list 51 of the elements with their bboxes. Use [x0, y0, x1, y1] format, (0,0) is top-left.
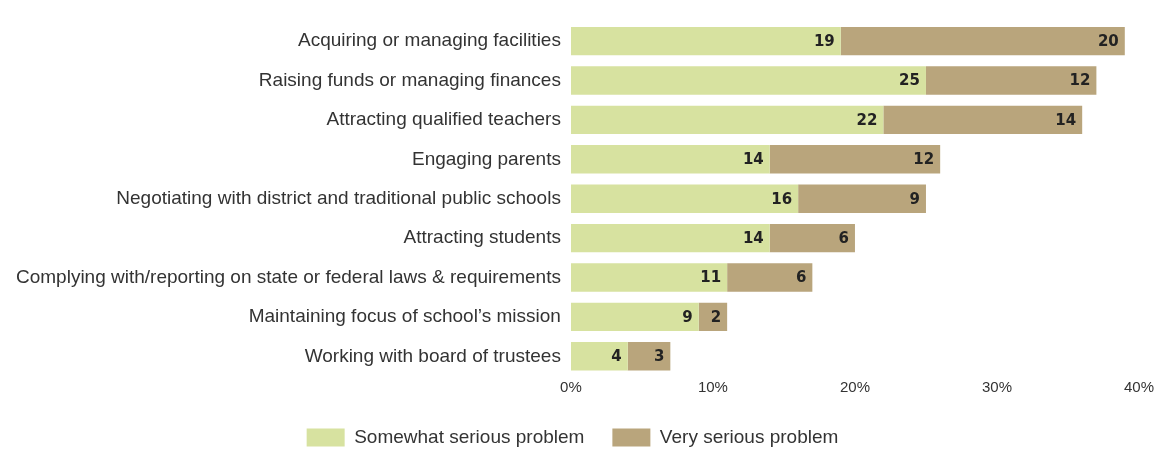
data-label: 14 — [742, 150, 764, 169]
y-tick-label: Attracting students — [403, 226, 561, 248]
bar — [883, 105, 1083, 135]
data-label: 12 — [1069, 71, 1091, 90]
y-tick-label: Working with board of trustees — [304, 344, 561, 366]
legend-label: Very serious problem — [659, 425, 839, 447]
y-tick-label: Maintaining focus of school’s mission — [248, 305, 561, 327]
bar — [570, 26, 841, 56]
bar — [570, 302, 699, 332]
bar — [769, 223, 855, 253]
bar — [769, 145, 941, 174]
data-label: 14 — [1055, 110, 1077, 129]
data-label: 4 — [611, 347, 622, 366]
bar — [570, 223, 770, 253]
data-label: 6 — [838, 228, 849, 247]
y-tick-label: Negotiating with district and traditional public schools — [116, 186, 561, 208]
bar — [925, 66, 1097, 95]
bar — [570, 66, 926, 95]
data-label: 3 — [653, 347, 665, 366]
y-tick-label: Raising funds or managing finances — [258, 68, 561, 90]
data-label: 6 — [795, 268, 807, 287]
y-tick-label: Acquiring or managing facilities — [297, 29, 561, 51]
bar — [627, 342, 671, 371]
data-label: 14 — [742, 228, 764, 247]
data-label: 12 — [913, 150, 935, 169]
bar — [727, 263, 813, 292]
bar — [570, 145, 770, 174]
data-label: 25 — [899, 71, 920, 90]
x-tick-label: 0% — [560, 378, 582, 396]
y-tick-label: Engaging parents — [411, 147, 561, 169]
bar — [570, 342, 628, 371]
data-label: 20 — [1097, 31, 1119, 50]
bar — [798, 184, 926, 213]
data-label: 11 — [700, 268, 722, 287]
data-label: 9 — [909, 189, 920, 208]
bar — [570, 263, 728, 292]
x-tick-label: 30% — [981, 378, 1012, 396]
legend-label: Somewhat serious problem — [354, 425, 585, 447]
bar — [570, 184, 799, 213]
x-tick-label: 10% — [697, 378, 728, 396]
data-label: 16 — [771, 189, 793, 208]
x-tick-label: 20% — [839, 378, 870, 396]
x-tick-label: 40% — [1123, 378, 1155, 396]
data-label: 22 — [856, 110, 878, 129]
bar — [840, 26, 1125, 56]
data-label: 2 — [710, 307, 722, 326]
y-tick-label: Attracting qualified teachers — [326, 108, 561, 130]
data-label: 9 — [682, 307, 693, 326]
data-label: 19 — [813, 31, 835, 50]
y-tick-label: Complying with/reporting on state or federal laws & requirements — [15, 265, 561, 287]
bar — [570, 105, 884, 135]
